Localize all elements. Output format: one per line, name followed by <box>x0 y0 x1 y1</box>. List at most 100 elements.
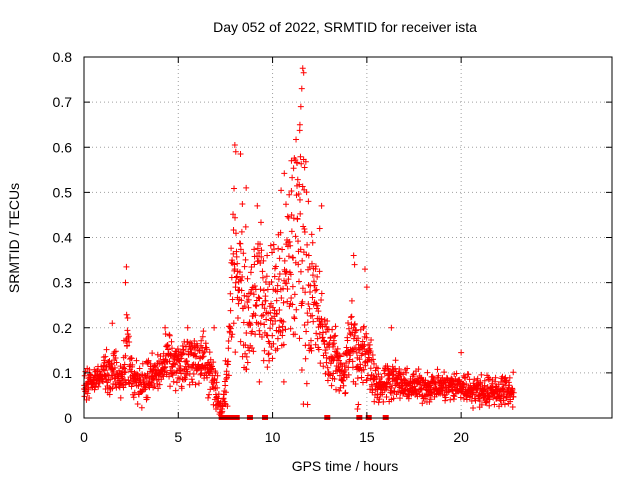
data-point <box>187 339 194 346</box>
data-point-peak <box>354 405 361 412</box>
data-point <box>304 401 311 408</box>
data-point <box>470 404 477 411</box>
data-point <box>241 303 248 310</box>
data-point <box>268 300 275 307</box>
data-point <box>422 377 429 384</box>
data-point <box>86 394 93 401</box>
data-point <box>299 285 306 292</box>
data-point <box>266 357 273 364</box>
data-point <box>134 401 141 408</box>
data-point <box>257 320 264 327</box>
data-point-peak <box>237 151 244 158</box>
data-point <box>353 327 360 334</box>
data-point <box>369 387 376 394</box>
data-point <box>304 241 311 248</box>
data-point-peak <box>299 65 306 72</box>
data-point <box>279 246 286 253</box>
data-point <box>146 382 153 389</box>
data-point-peak <box>288 157 295 164</box>
data-point-peak <box>213 405 219 412</box>
data-point-peak <box>243 184 250 191</box>
data-point <box>331 376 338 383</box>
data-point <box>296 335 303 342</box>
data-point <box>167 383 174 390</box>
data-point <box>302 355 309 362</box>
data-point <box>106 384 113 391</box>
data-point <box>465 371 472 378</box>
data-point <box>260 257 267 264</box>
x-axis-label: GPS time / hours <box>292 458 399 474</box>
data-point <box>309 239 316 246</box>
data-point <box>242 350 249 357</box>
data-point <box>242 341 249 348</box>
data-point <box>501 401 508 408</box>
data-point <box>324 364 331 371</box>
data-point <box>200 328 207 335</box>
data-point <box>392 357 399 364</box>
data-point <box>289 283 296 290</box>
data-point <box>145 374 152 381</box>
data-point <box>275 276 282 283</box>
data-point <box>262 279 269 286</box>
data-point <box>225 372 232 379</box>
data-point <box>238 297 245 304</box>
data-point <box>307 289 314 296</box>
data-point <box>101 359 108 366</box>
data-point <box>245 296 252 303</box>
data-point <box>344 337 351 344</box>
data-point <box>117 363 124 370</box>
data-point <box>499 381 506 388</box>
data-point <box>474 375 481 382</box>
data-point <box>298 366 305 373</box>
data-point <box>260 357 267 364</box>
data-point <box>166 358 173 365</box>
data-point <box>227 325 234 332</box>
x-tick-label: 0 <box>80 429 88 445</box>
data-point <box>345 320 352 327</box>
data-point <box>199 345 206 352</box>
data-point <box>228 259 235 266</box>
data-point-peak <box>199 333 206 340</box>
data-point <box>317 360 324 367</box>
data-point-peak <box>388 324 395 331</box>
y-tick-label: 0.4 <box>53 230 73 246</box>
data-point <box>252 312 259 319</box>
data-point <box>274 282 281 289</box>
data-point-peak <box>458 349 465 356</box>
data-point <box>224 403 231 410</box>
data-point <box>229 257 236 264</box>
y-tick-label: 0.7 <box>53 94 73 110</box>
data-point <box>238 228 245 235</box>
data-point <box>244 275 251 282</box>
data-point <box>203 346 210 353</box>
data-point <box>267 325 274 332</box>
data-point <box>235 300 242 307</box>
data-point <box>124 342 131 349</box>
data-point <box>230 320 237 327</box>
data-point <box>313 330 320 337</box>
data-point <box>323 323 330 330</box>
data-point <box>367 348 374 355</box>
data-point <box>172 387 179 394</box>
y-tick-label: 0.5 <box>53 184 73 200</box>
data-point <box>295 278 302 285</box>
data-point <box>228 333 235 340</box>
data-point <box>328 382 335 389</box>
data-point <box>288 228 295 235</box>
data-point-peak <box>350 252 357 259</box>
data-point <box>243 366 250 373</box>
data-point <box>314 273 321 280</box>
data-point <box>354 375 361 382</box>
data-point <box>100 378 107 385</box>
data-point <box>292 233 299 240</box>
data-point <box>333 386 340 393</box>
data-point <box>334 345 341 352</box>
data-point <box>268 344 275 351</box>
data-point <box>378 374 385 381</box>
data-point <box>299 257 306 264</box>
data-point <box>264 364 271 371</box>
data-point <box>262 297 269 304</box>
data-point <box>242 256 249 263</box>
data-point <box>280 341 287 348</box>
